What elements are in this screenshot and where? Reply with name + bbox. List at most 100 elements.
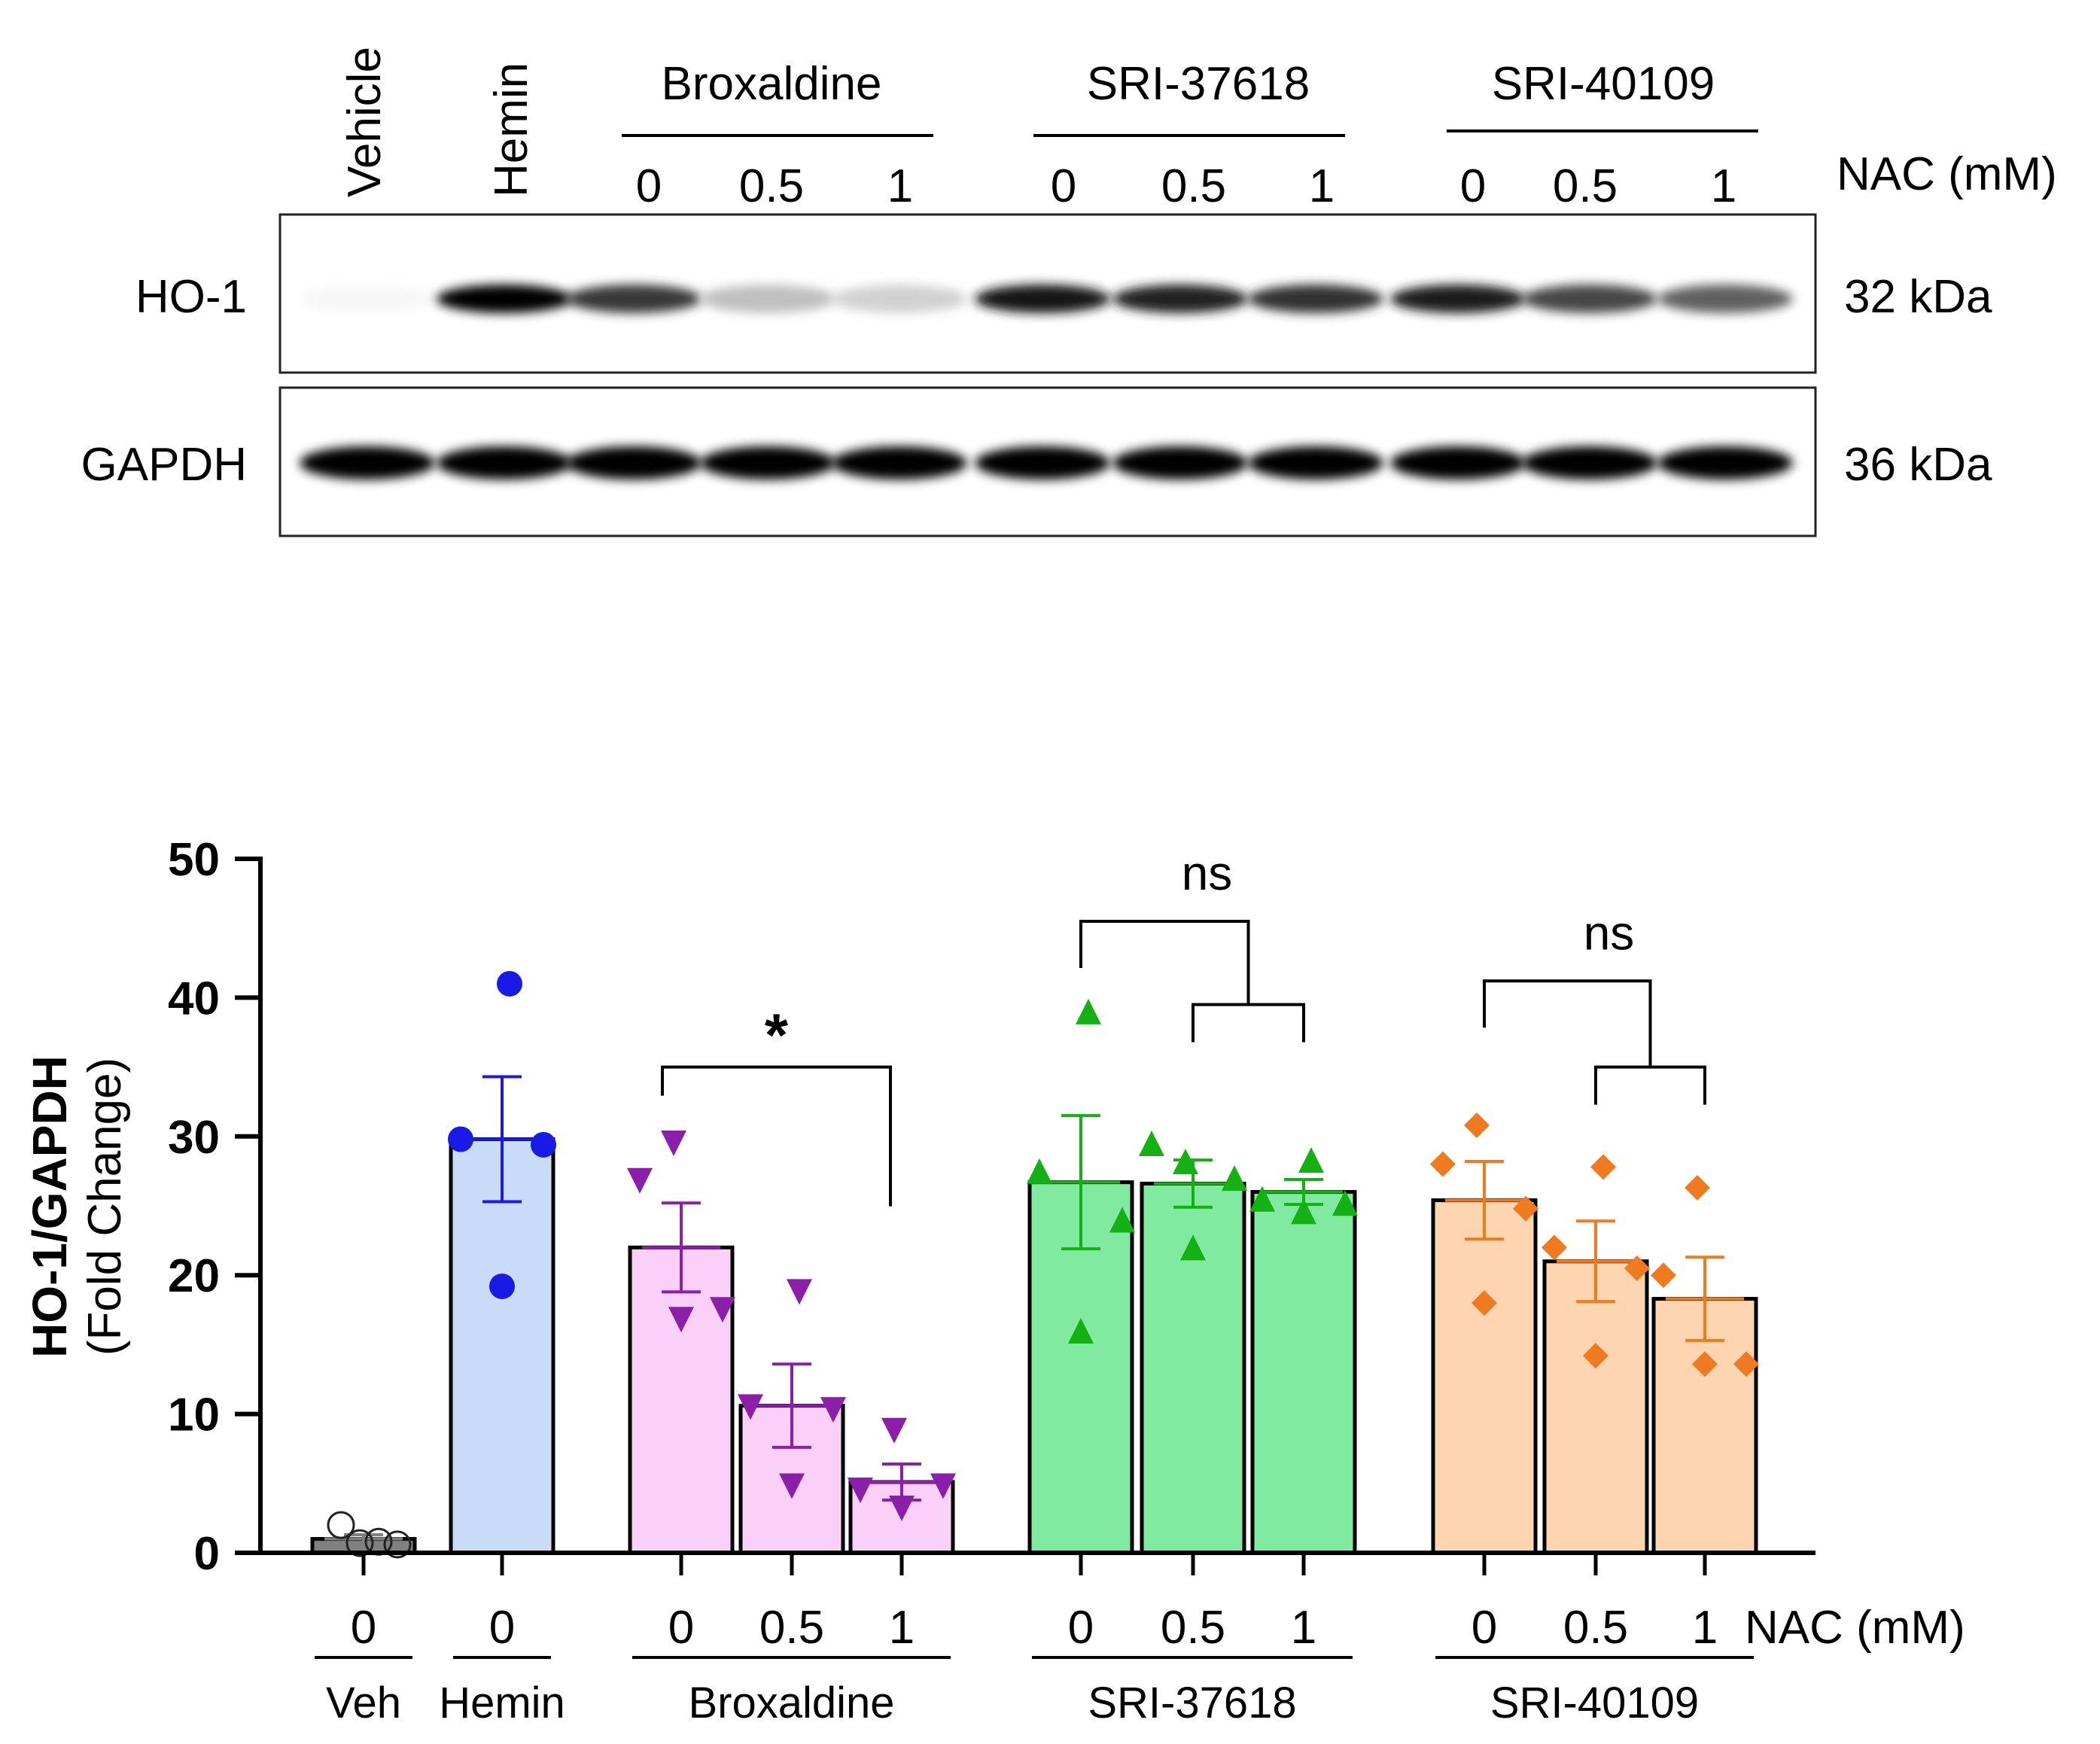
blot-dose: 0 bbox=[636, 160, 662, 212]
y-tick-label: 20 bbox=[168, 1250, 220, 1302]
data-point bbox=[497, 970, 522, 997]
blot-band bbox=[1657, 446, 1793, 479]
blot-band bbox=[300, 285, 435, 313]
x-group-label: Broxaldine bbox=[688, 1679, 894, 1727]
blot-band bbox=[832, 285, 967, 313]
blot-band bbox=[975, 285, 1110, 313]
y-tick-label: 10 bbox=[168, 1389, 220, 1441]
data-point bbox=[930, 1473, 956, 1499]
data-point bbox=[383, 1530, 412, 1559]
data-point bbox=[1076, 998, 1101, 1024]
data-point bbox=[327, 1511, 355, 1539]
data-point bbox=[1685, 1175, 1710, 1201]
data-point bbox=[1733, 1351, 1759, 1377]
data-point bbox=[668, 1307, 694, 1333]
data-point bbox=[889, 1495, 915, 1521]
blot-band bbox=[1390, 446, 1526, 479]
y-tick-label: 30 bbox=[168, 1112, 220, 1164]
data-point bbox=[1173, 1148, 1198, 1174]
significance-bracket bbox=[1483, 979, 1652, 1067]
blot-nac-label: NAC (mM) bbox=[1837, 148, 2057, 200]
error-bars bbox=[324, 1075, 1744, 1545]
x-dose-label: 0 bbox=[668, 1602, 694, 1654]
data-point bbox=[848, 1478, 873, 1504]
x-dose-label: 0.5 bbox=[759, 1602, 824, 1654]
blot-group-broxaldine: Broxaldine bbox=[662, 58, 882, 110]
bar bbox=[1542, 1259, 1649, 1555]
blot-band bbox=[566, 285, 702, 313]
bar bbox=[449, 1137, 555, 1555]
data-points bbox=[327, 970, 1759, 1559]
y-tick-label: 0 bbox=[194, 1528, 220, 1580]
blot-bands-ho1 bbox=[300, 285, 1793, 313]
data-point bbox=[787, 1279, 812, 1305]
data-point bbox=[1027, 1158, 1052, 1184]
x-dose-label: 0 bbox=[1068, 1602, 1094, 1654]
data-point bbox=[1464, 1112, 1490, 1139]
blot-bands-gapdh bbox=[300, 446, 1793, 479]
blot-band bbox=[566, 446, 702, 479]
data-point bbox=[820, 1397, 846, 1423]
blot-dose: 0 bbox=[1460, 160, 1486, 212]
blot-dose: 1 bbox=[1309, 160, 1335, 212]
x-axis: 0 0 0 0.5 1 0 0.5 1 0 0.5 1 Veh Hemin Broxaldine SRI-3… bbox=[315, 1553, 1754, 1727]
blot-band bbox=[975, 446, 1110, 479]
data-point bbox=[1222, 1165, 1247, 1192]
data-point bbox=[448, 1126, 473, 1152]
x-dose-label: 1 bbox=[1692, 1602, 1718, 1654]
data-point bbox=[661, 1131, 686, 1157]
blot-band bbox=[1112, 446, 1248, 479]
significance-annotations: * ns ns bbox=[661, 846, 1706, 1207]
data-point bbox=[710, 1297, 735, 1323]
blot-kda-ho1: 32 kDa bbox=[1844, 271, 1992, 323]
data-point bbox=[1180, 1234, 1206, 1261]
blot-kda-gapdh: 36 kDa bbox=[1844, 439, 1992, 491]
blot-band bbox=[1248, 285, 1383, 313]
x-group-label: SRI-37618 bbox=[1088, 1679, 1296, 1727]
data-point bbox=[1472, 1290, 1497, 1316]
y-axis-subtitle: (Fold Change) bbox=[79, 1058, 131, 1356]
blot-band bbox=[300, 446, 435, 479]
x-group-label: Hemin bbox=[439, 1679, 565, 1727]
data-point bbox=[1109, 1207, 1135, 1233]
y-tick-label: 50 bbox=[168, 834, 220, 886]
significance-bracket bbox=[1079, 919, 1250, 1005]
y-axis-title: HO-1/GAPDH bbox=[23, 1055, 77, 1358]
x-dose-label: 0 bbox=[489, 1602, 515, 1654]
blot-dose: 0.5 bbox=[739, 160, 804, 212]
data-point bbox=[1139, 1131, 1164, 1157]
blot-band bbox=[437, 285, 572, 313]
lane-label-vehicle: Vehicle bbox=[339, 47, 391, 197]
significance-sub-bracket bbox=[1594, 1065, 1706, 1105]
significance-label: ns bbox=[1584, 905, 1635, 960]
blot-dose: 0.5 bbox=[1553, 160, 1618, 212]
blot-band bbox=[1522, 285, 1657, 313]
data-point bbox=[881, 1417, 907, 1444]
blot-band bbox=[1248, 446, 1383, 479]
data-point bbox=[1332, 1190, 1358, 1216]
blot-row-label-gapdh: GAPDH bbox=[81, 439, 247, 491]
x-dose-label: 0 bbox=[1472, 1602, 1497, 1654]
data-point bbox=[1590, 1154, 1616, 1180]
significance-bracket bbox=[661, 1065, 892, 1207]
blot-group-sri40109: SRI-40109 bbox=[1492, 58, 1715, 110]
blot-band bbox=[1522, 446, 1657, 479]
blot-group-sri37618: SRI-37618 bbox=[1087, 58, 1310, 110]
blot-row-label-ho1: HO-1 bbox=[135, 271, 247, 323]
x-group-label: SRI-40109 bbox=[1490, 1679, 1699, 1727]
data-point bbox=[1651, 1262, 1676, 1289]
data-point bbox=[627, 1167, 653, 1194]
data-point bbox=[1624, 1255, 1650, 1281]
bar bbox=[1431, 1198, 1538, 1555]
data-point bbox=[345, 1529, 374, 1557]
blot-band bbox=[1112, 285, 1248, 313]
x-dose-label: 1 bbox=[1291, 1602, 1316, 1654]
blot-band bbox=[832, 446, 967, 479]
x-dose-label: 0 bbox=[351, 1602, 376, 1654]
y-tick-label: 40 bbox=[168, 972, 220, 1024]
data-point bbox=[1298, 1147, 1324, 1173]
data-point bbox=[1542, 1234, 1567, 1261]
blot-band bbox=[1390, 285, 1526, 313]
blot-band bbox=[700, 285, 835, 313]
